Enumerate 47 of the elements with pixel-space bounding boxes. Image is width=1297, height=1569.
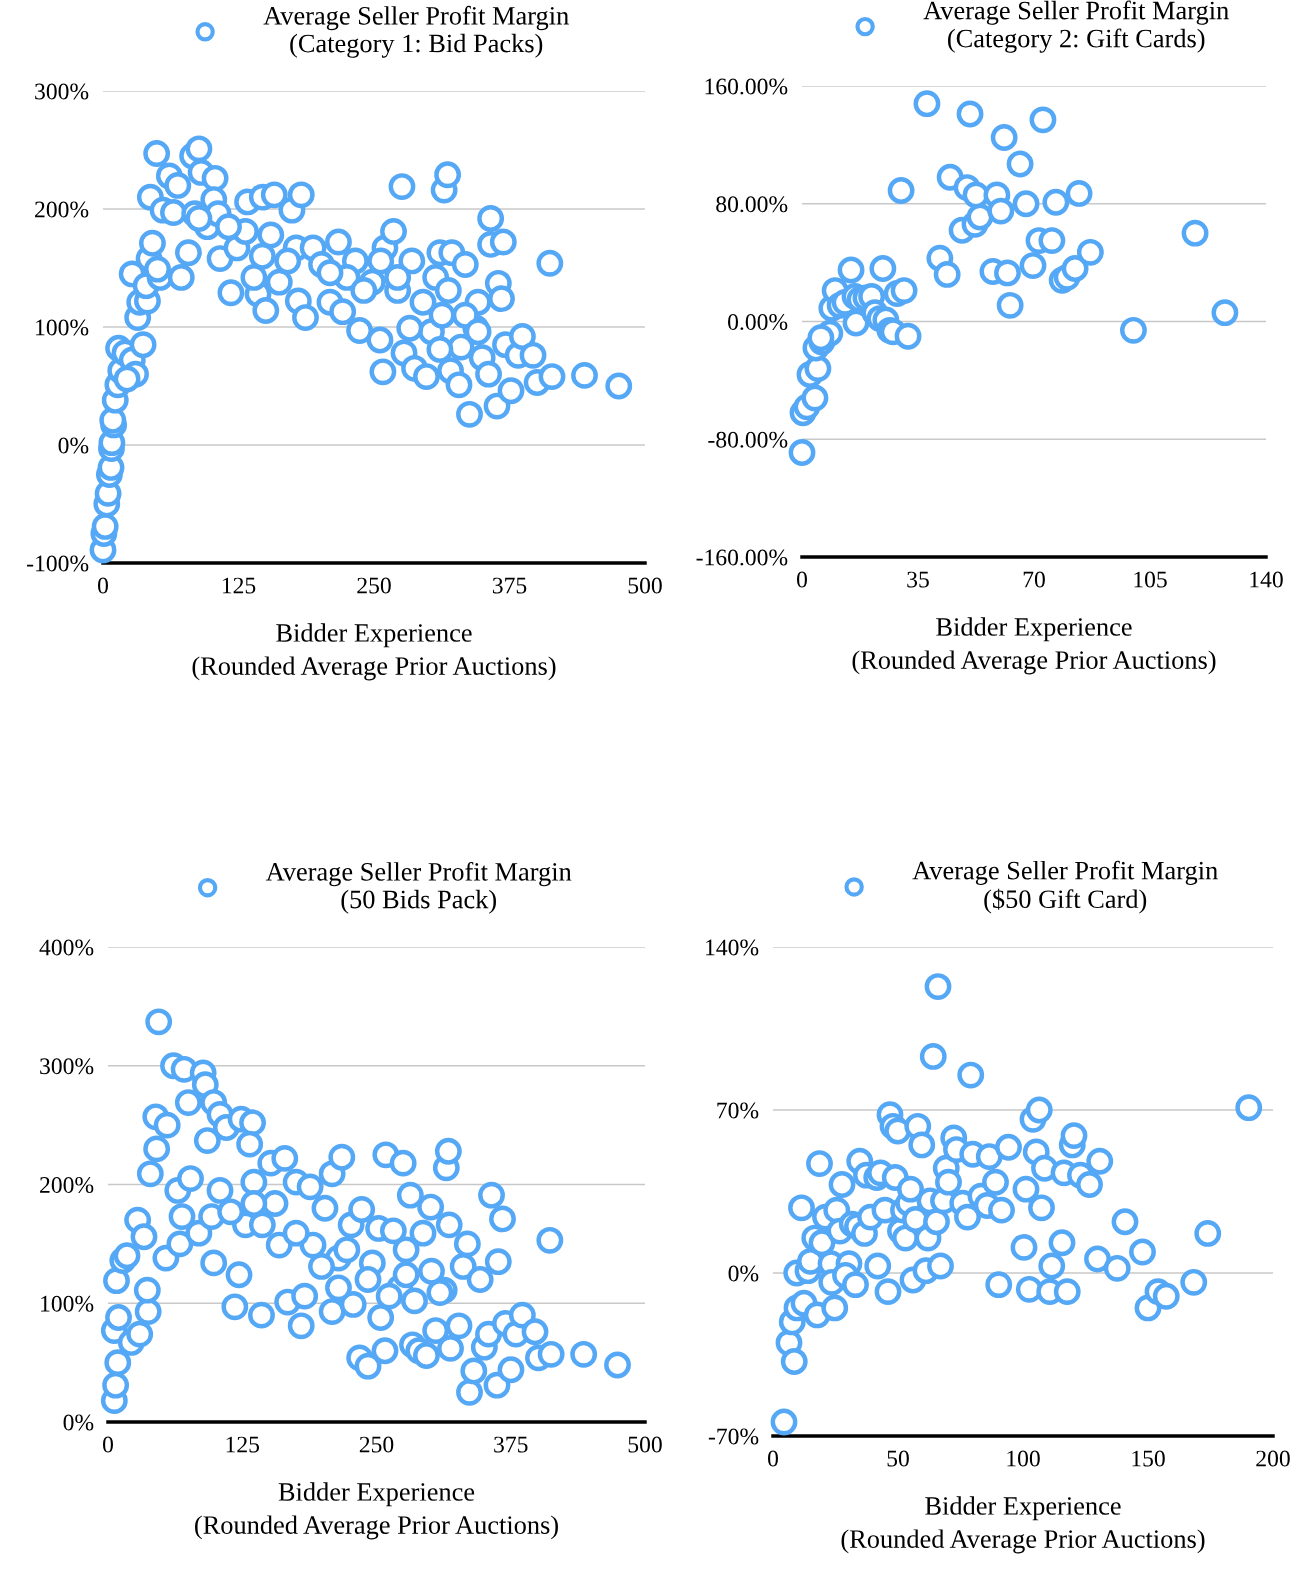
x-tick-label: 250 [359,1436,394,1453]
y-tick-label: -70% [708,1428,759,1445]
x-tick-label: 500 [628,577,662,594]
x-axis-title: Bidder Experience (Rounded Average Prior Auctions) [852,617,1216,675]
y-tick-label: 0% [63,1414,94,1431]
y-tick-label: 100% [36,319,89,336]
y-tick-label: 140% [706,939,759,956]
x-tick-label: 140 [1250,571,1283,588]
x-tick-label: 50 [887,1450,909,1467]
x-tick-label: 200 [1256,1450,1290,1467]
y-tick-label: 0% [58,437,89,454]
x-axis-title: Bidder Experience (Rounded Average Prior Auctions) [841,1496,1205,1554]
y-tick-label: 0% [728,1265,759,1282]
x-tick-label: 250 [357,577,391,594]
x-tick-label: 0 [98,577,108,594]
x-tick-label: 100 [1007,1450,1040,1467]
x-tick-label: 0 [797,571,807,588]
x-axis-title: Bidder Experience (Rounded Average Prior Auctions) [195,1482,558,1540]
y-tick-label: 300% [35,83,89,100]
y-tick-label: 200% [40,1176,94,1193]
x-tick-label: 375 [492,577,527,594]
x-tick-label: 0 [768,1450,778,1467]
x-tick-label: 70 [1023,571,1045,588]
legend-label: Average Seller Profit Margin (Category 2: Gift Cards) [923,0,1229,53]
y-tick-label: 70% [717,1102,759,1119]
y-tick-label: -80.00% [708,431,788,448]
x-tick-label: 0 [103,1436,113,1453]
x-axis-title: Bidder Experience (Rounded Average Prior Auctions) [192,623,556,681]
x-tick-label: 35 [907,571,929,588]
y-tick-label: 80.00% [716,196,788,213]
y-tick-label: 100% [41,1295,94,1312]
y-tick-label: -100% [27,555,89,572]
y-tick-label: 200% [35,201,89,218]
y-tick-label: 400% [39,939,94,956]
y-tick-label: 0.00% [728,313,788,331]
x-tick-label: 125 [222,577,256,594]
y-tick-label: 160.00% [705,78,788,95]
legend-label: Average Seller Profit Margin (50 Bids Pack) [265,861,572,914]
legend-label: Average Seller Profit Margin ($50 Gift Card) [912,860,1218,914]
x-tick-label: 500 [628,1436,662,1453]
x-tick-label: 150 [1132,1450,1165,1467]
y-tick-label: -160.00% [696,549,788,566]
legend-label: Average Seller Profit Margin (Category 1: Bid Packs) [263,5,569,58]
x-tick-label: 375 [494,1436,528,1453]
y-tick-label: 300% [40,1058,94,1075]
x-tick-label: 105 [1134,571,1167,588]
x-tick-label: 125 [226,1436,260,1453]
